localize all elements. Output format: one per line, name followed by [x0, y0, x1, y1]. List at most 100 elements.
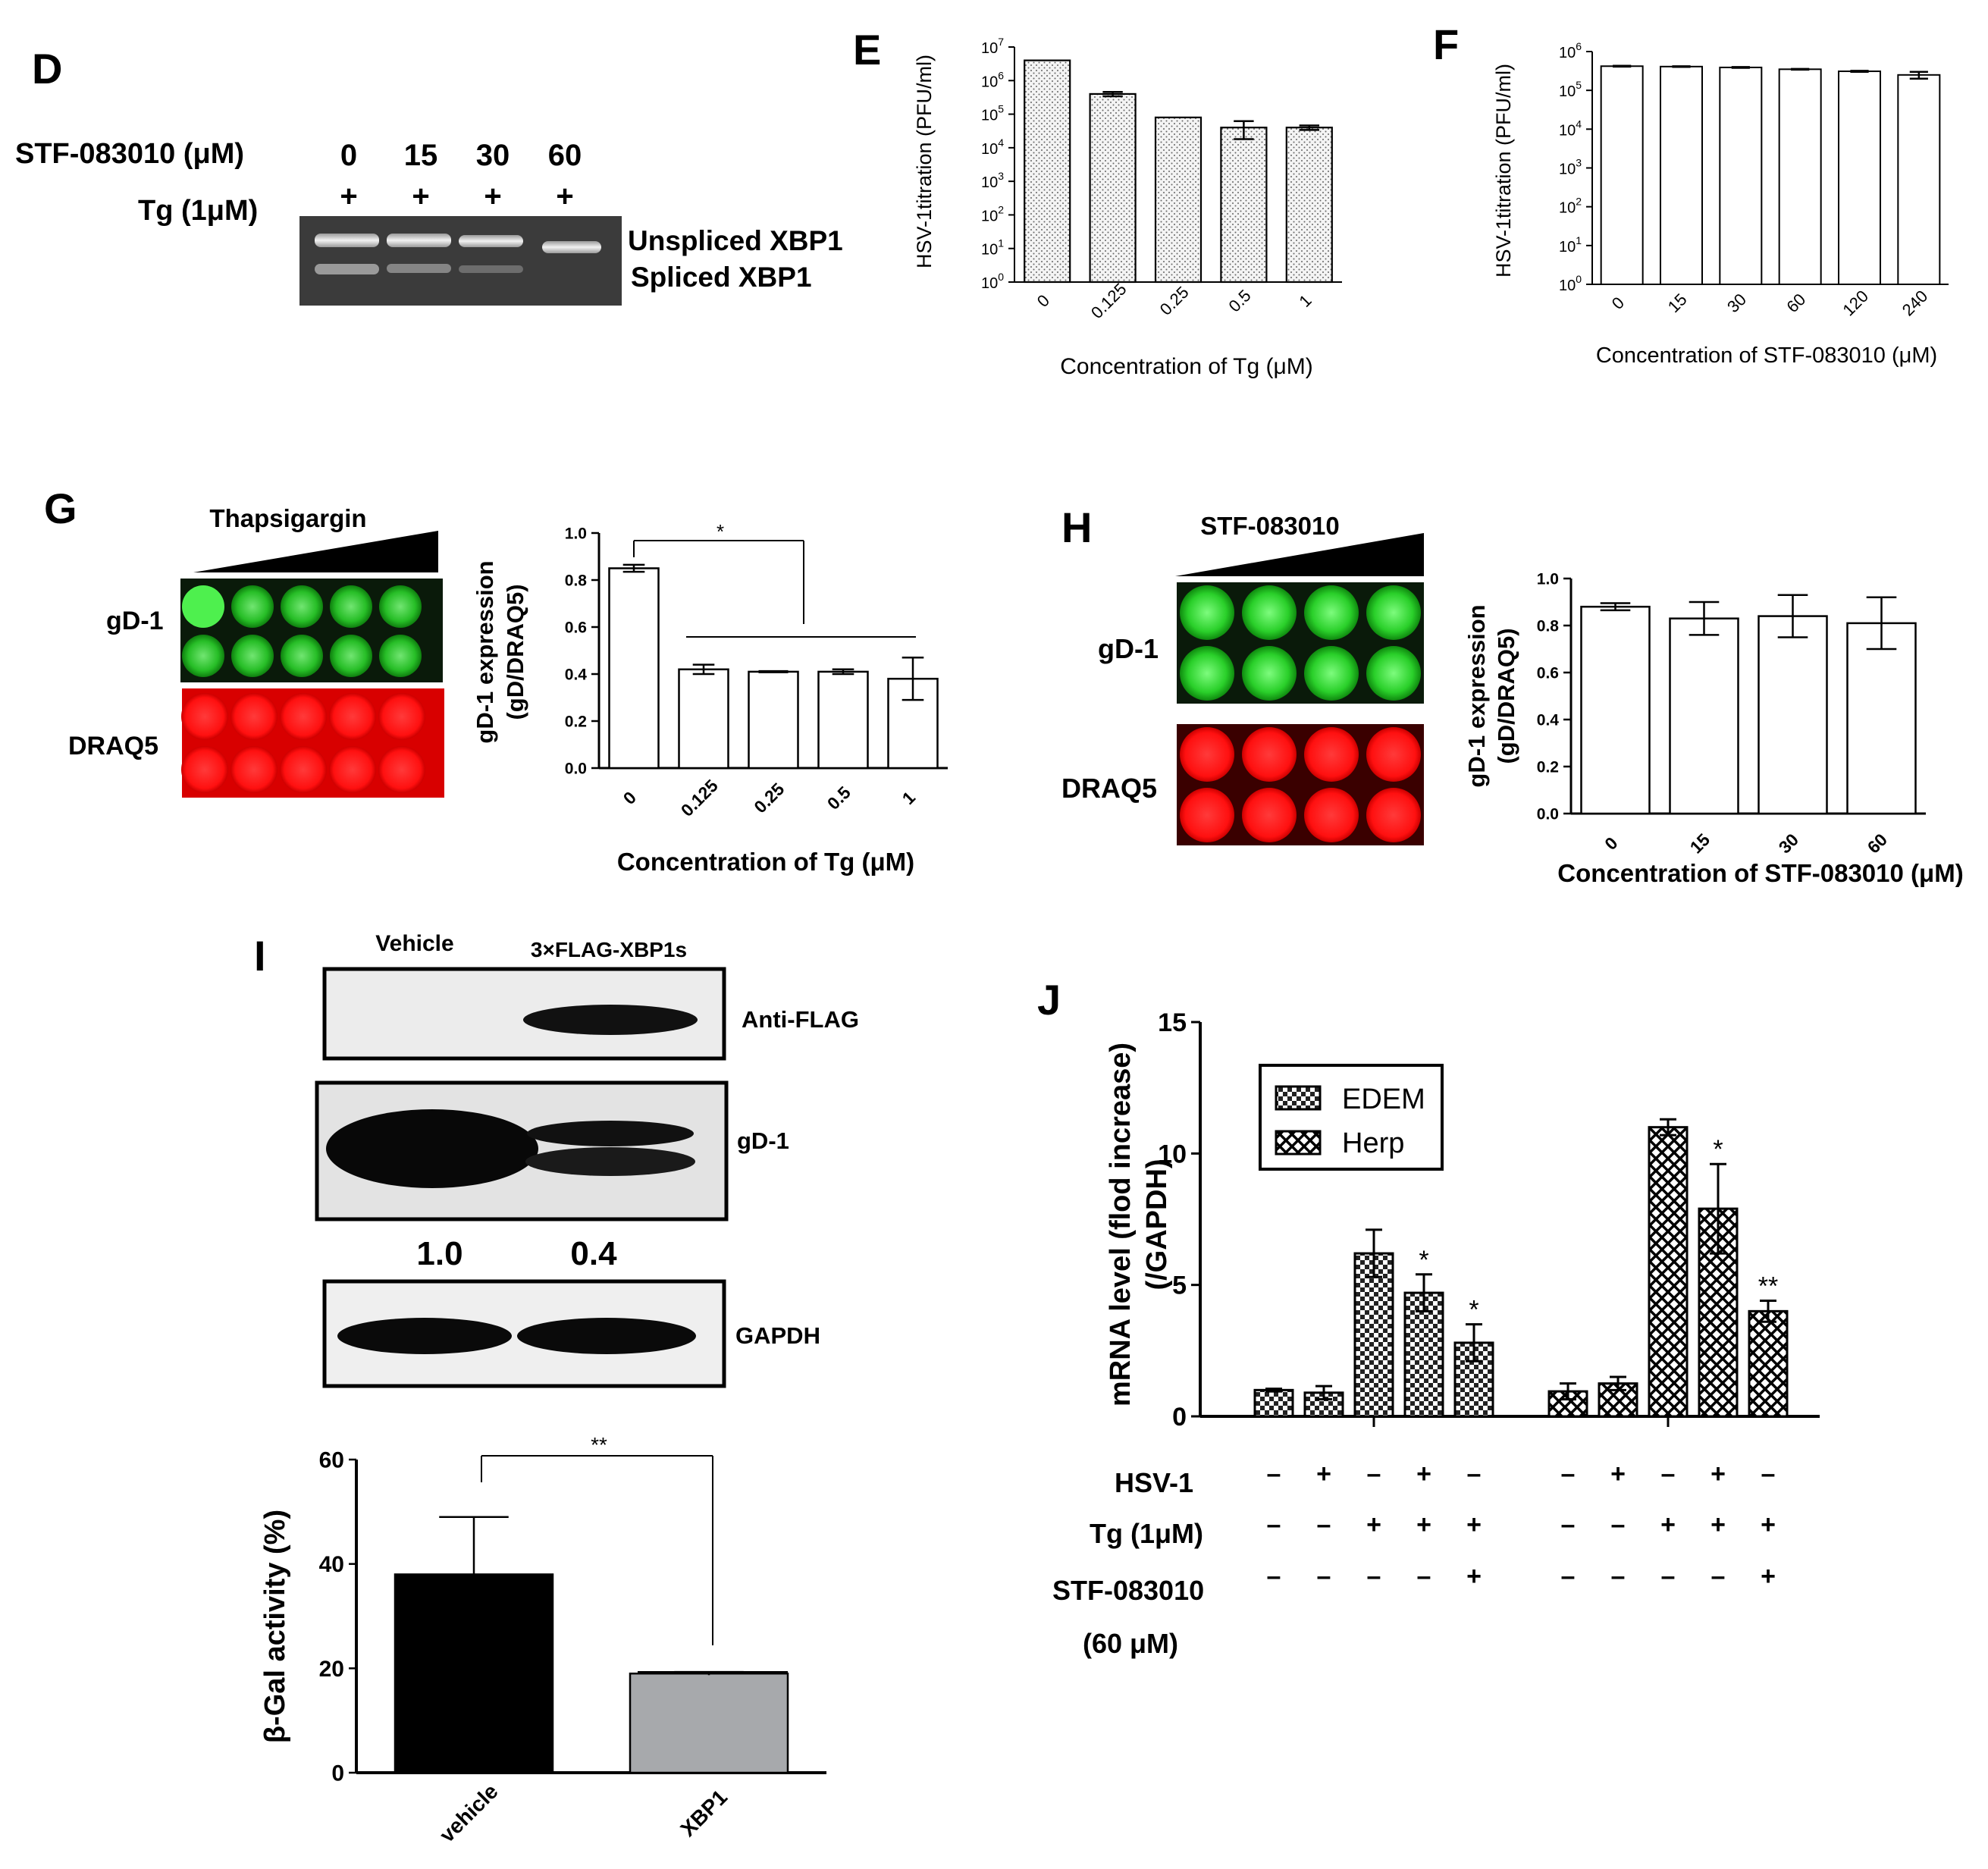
g-red-well — [181, 746, 228, 793]
i-y-axis-title: β-Gal activity (%) — [259, 1510, 291, 1743]
y-tick-label: 0.6 — [565, 619, 587, 636]
gel-band-unspliced-3 — [542, 241, 601, 253]
x-tick-label: 0 — [1601, 833, 1621, 854]
y-tick-exponent: 2 — [998, 203, 1004, 215]
g-red-well — [230, 746, 278, 793]
treatment-sign: + — [1710, 1510, 1726, 1539]
dose-label-1: 15 — [404, 139, 438, 172]
x-tick-label: 0 — [1033, 291, 1053, 311]
y-tick-label: 106 — [1559, 40, 1582, 61]
j-treatment-signs: – + – + – – + – + – – – + + + – – + + + – – – – + – – – – + — [1267, 1460, 1776, 1591]
f-y-axis-title: HSV-1titration (PFU/ml) — [1492, 64, 1515, 278]
blot-gd1-band-xbp1s-a — [527, 1121, 694, 1146]
treatment-sign: – — [1317, 1562, 1331, 1591]
y-tick-label: 0.0 — [565, 760, 587, 777]
x-tick-label: 0 — [619, 788, 640, 808]
y-tick-label: 40 — [319, 1552, 344, 1577]
y-tick-exponent: 7 — [998, 36, 1004, 48]
treatment-sign: – — [1761, 1460, 1776, 1488]
y-tick-label: 20 — [319, 1657, 344, 1682]
bar — [608, 567, 660, 770]
g-row-label-red: DRAQ5 — [68, 732, 158, 760]
x-tick-label: 0.125 — [1087, 279, 1130, 322]
y-tick-label: 105 — [1559, 79, 1582, 100]
y-tick-label: 100 — [981, 271, 1004, 292]
y-tick-label: 0.8 — [565, 572, 588, 589]
h-y-axis-title-2: (gD/DRAQ5) — [1493, 628, 1519, 764]
treatment-sign: + — [1710, 1460, 1726, 1488]
h-red-well — [1366, 788, 1421, 842]
y-tick-exponent: 3 — [998, 170, 1004, 182]
blot-label-gapdh: GAPDH — [735, 1322, 820, 1349]
y-tick-label: 0 — [1172, 1403, 1187, 1432]
treatment-sign: + — [1366, 1510, 1381, 1539]
y-tick-label: 0.8 — [1537, 617, 1560, 635]
x-tick-label: 240 — [1899, 287, 1932, 320]
tg-mark-3: + — [556, 180, 573, 213]
h-green-well — [1304, 585, 1359, 640]
bar — [1660, 65, 1703, 285]
e-y-axis-title: HSV-1titration (PFU/ml) — [913, 55, 936, 268]
y-tick-label: 0.4 — [565, 666, 588, 683]
y-tick-base: 10 — [981, 275, 998, 292]
x-tick-label: 0.25 — [1156, 283, 1193, 319]
chart-G: 0.0 0.2 0.4 0.6 0.8 1.0 0 0.125 0.25 0.5 1 * — [565, 520, 948, 820]
g-y-axis-title-2: (gD/DRAQ5) — [502, 584, 528, 720]
y-tick-label: 0.4 — [1537, 711, 1560, 729]
h-gradient-wedge — [1175, 533, 1424, 576]
g-red-well — [230, 693, 278, 740]
panel-letter-e: E — [853, 26, 881, 74]
bar — [1838, 71, 1881, 285]
g-row-label-green: gD-1 — [106, 607, 164, 635]
tg-mark-1: + — [412, 180, 429, 213]
y-tick-exponent: 4 — [998, 136, 1004, 149]
y-tick-base: 10 — [981, 141, 998, 158]
bar — [1580, 605, 1651, 815]
panel-letter-f: F — [1433, 20, 1459, 68]
y-tick-exponent: 0 — [998, 271, 1004, 283]
treatment-sign: + — [1761, 1562, 1776, 1591]
g-red-well — [280, 693, 327, 740]
y-tick-exponent: 5 — [998, 103, 1004, 115]
bar — [1758, 615, 1828, 815]
g-y-axis-title: gD-1 expression — [472, 560, 498, 743]
treatment-sign: – — [1267, 1460, 1281, 1488]
y-tick-base: 10 — [1559, 45, 1576, 61]
legend-swatch-herp — [1275, 1130, 1322, 1156]
e-x-axis-title: Concentration of Tg (μM) — [1060, 354, 1313, 379]
chart-H: 0.0 0.2 0.4 0.6 0.8 1.0 0 15 30 60 — [1537, 570, 1926, 858]
j-row-label-stf: STF-083010 — [1052, 1575, 1204, 1606]
y-tick-label: 0.2 — [565, 713, 587, 730]
h-red-well — [1304, 788, 1359, 842]
y-tick-label: 0.6 — [1537, 664, 1559, 682]
blot-label-gd1: gD-1 — [737, 1127, 789, 1154]
blot-gd1-band-vehicle — [326, 1109, 538, 1188]
y-tick-label: 101 — [1559, 234, 1582, 256]
y-tick-label: 102 — [981, 203, 1004, 224]
treatment-sign: – — [1711, 1562, 1726, 1591]
panel-g-images: G Thapsigargin gD-1 DRAQ5 — [44, 484, 444, 798]
significance-star: * — [1713, 1135, 1723, 1164]
treatment-sign: + — [1316, 1460, 1331, 1488]
gel-image — [299, 216, 622, 306]
panel-letter-h: H — [1061, 503, 1092, 551]
y-tick-label: 107 — [981, 36, 1004, 57]
bar — [817, 670, 869, 770]
quant-xbp1s: 0.4 — [570, 1235, 617, 1272]
y-tick-exponent: 2 — [1576, 196, 1582, 208]
h-red-well — [1304, 727, 1359, 782]
h-row-label-green: gD-1 — [1098, 633, 1159, 664]
significance-star: * — [716, 520, 724, 543]
panel-d: D STF-083010 (μM) 0 15 30 60 Tg (1μM) + … — [15, 45, 843, 306]
y-tick-label: 102 — [1559, 196, 1582, 217]
bar — [1719, 66, 1763, 285]
y-tick-label: 15 — [1158, 1008, 1187, 1037]
y-tick-exponent: 3 — [1576, 157, 1582, 169]
blot-gapdh-band-xbp1s — [517, 1318, 696, 1354]
g-green-wells — [182, 585, 422, 677]
gel-band-spliced-2 — [459, 265, 523, 273]
y-tick-label: 103 — [981, 170, 1004, 191]
y-tick-exponent: 0 — [1576, 273, 1582, 285]
